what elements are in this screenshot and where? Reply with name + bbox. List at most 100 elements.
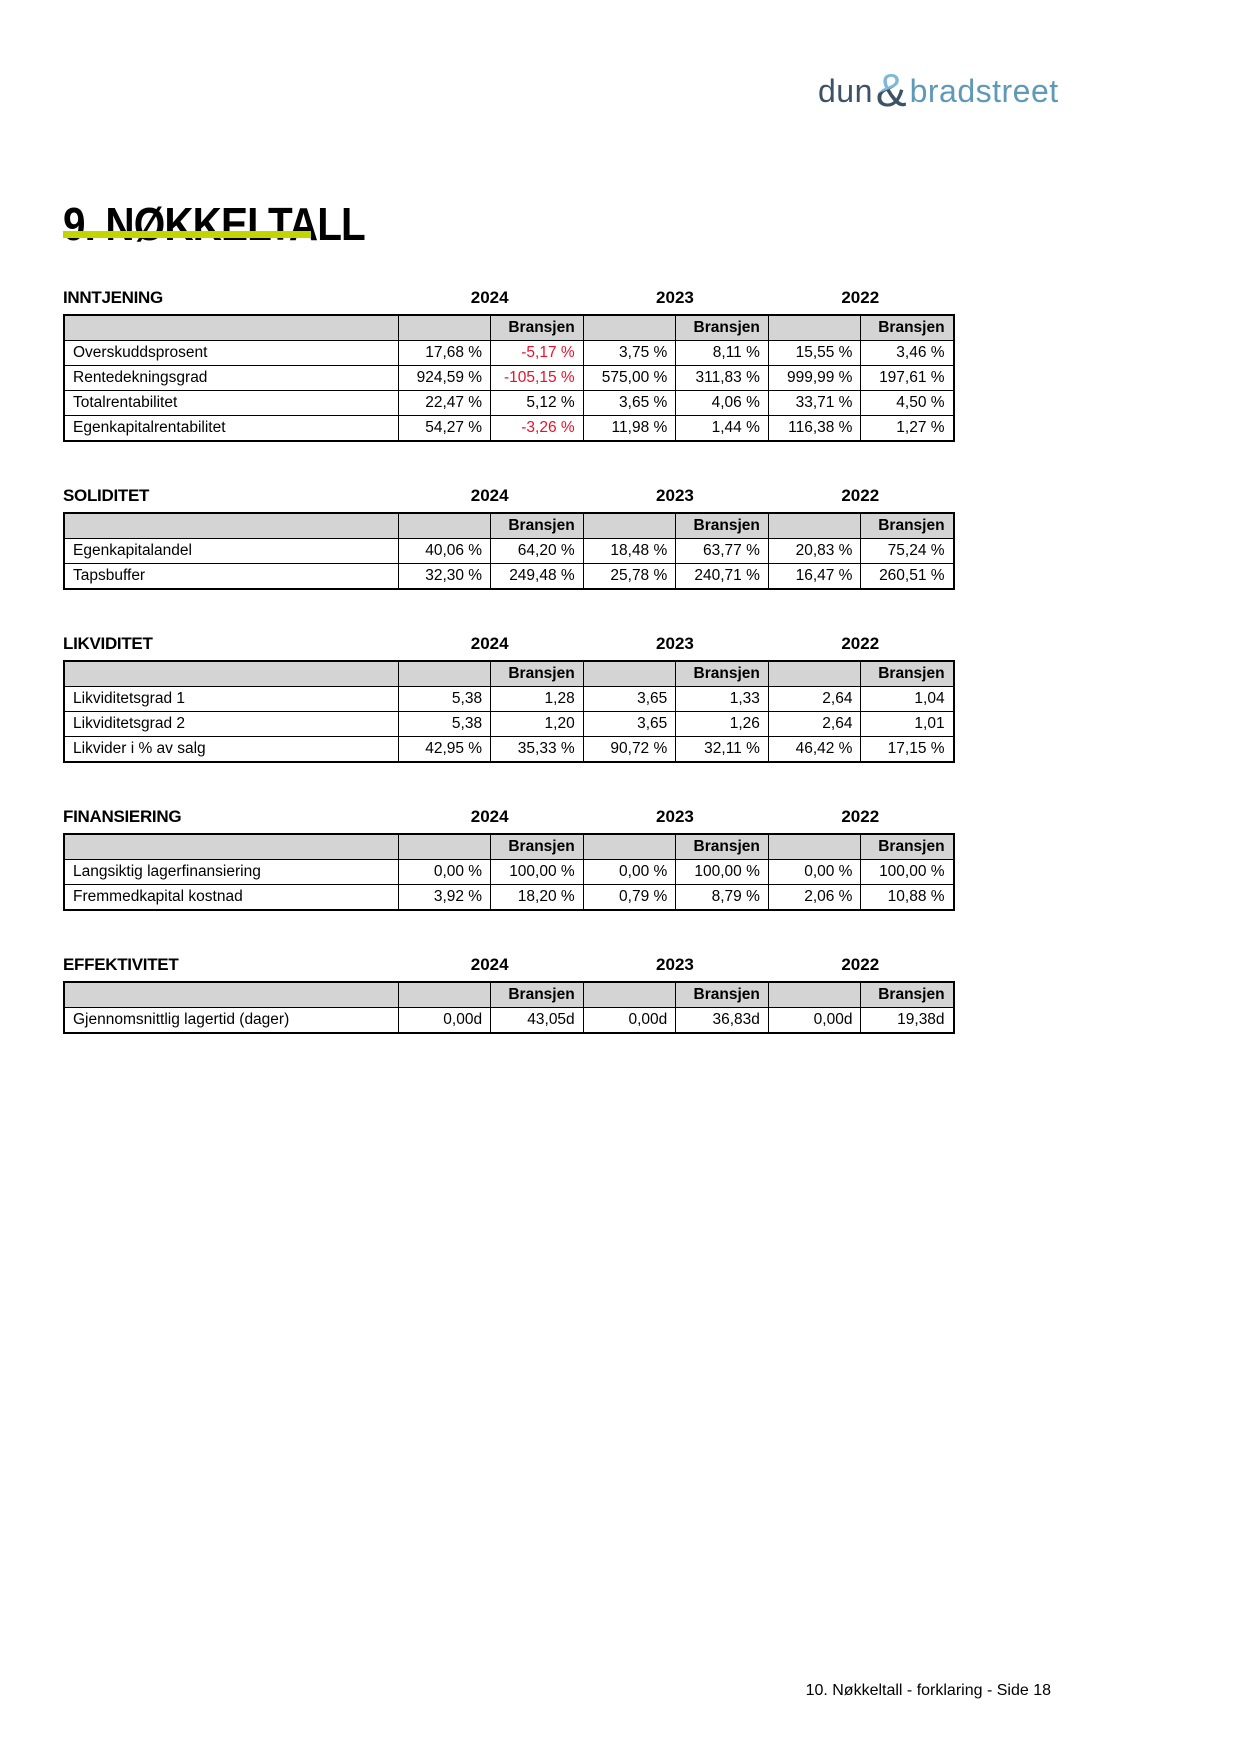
- table-row: Likviditetsgrad 2 5,38 1,20 3,65 1,26 2,64 1,0…: [63, 711, 955, 737]
- value-cell: 1,33: [675, 686, 769, 712]
- bransjen-header-cell: Bransjen: [490, 833, 584, 860]
- value-cell: -5,17 %: [490, 340, 584, 366]
- value-cell: 2,64: [767, 711, 862, 737]
- logo-text-bradstreet: bradstreet: [909, 72, 1059, 109]
- row-label-cell: Rentedekningsgrad: [63, 365, 399, 391]
- year-header: 2023: [656, 807, 694, 826]
- table-row: Gjennomsnittlig lagertid (dager) 0,00d 43,…: [63, 1007, 955, 1034]
- section-header-row: SOLIDITET 2024 2023 2022: [63, 486, 953, 506]
- row-label-cell: Gjennomsnittlig lagertid (dager): [63, 1007, 399, 1034]
- value-cell: 575,00 %: [582, 365, 677, 391]
- row-label-cell: Likviditetsgrad 2: [63, 711, 399, 737]
- section-title: FINANSIERING: [63, 807, 182, 826]
- header-label-cell: [63, 512, 399, 539]
- section-title: LIKVIDITET: [63, 634, 153, 653]
- section-title: SOLIDITET: [63, 486, 150, 505]
- value-cell: 1,27 %: [860, 415, 955, 442]
- table-row: Egenkapitalandel 40,06 % 64,20 % 18,48 % 63,…: [63, 538, 955, 564]
- year-header: 2023: [656, 634, 694, 653]
- value-cell: 260,51 %: [860, 563, 955, 590]
- header-value-cell: [767, 660, 862, 687]
- value-cell: 249,48 %: [490, 563, 584, 590]
- report-section: EFFEKTIVITET 2024 2023 2022 Bransjen Bransjen…: [63, 955, 955, 1034]
- header-value-cell: [767, 981, 862, 1008]
- year-header: 2024: [470, 955, 509, 974]
- table-row: Fremmedkapital kostnad 3,92 % 18,20 % 0,79 …: [63, 884, 955, 911]
- bransjen-header-cell: Bransjen: [860, 833, 955, 860]
- header-label-cell: [63, 981, 399, 1008]
- value-cell: 17,68 %: [397, 340, 492, 366]
- value-cell: 75,24 %: [860, 538, 955, 564]
- value-cell: 8,11 %: [675, 340, 769, 366]
- value-cell: 197,61 %: [860, 365, 955, 391]
- value-cell: 0,00d: [397, 1007, 492, 1034]
- value-cell: 100,00 %: [675, 859, 769, 885]
- year-header: 2022: [841, 288, 880, 307]
- value-cell: 18,48 %: [582, 538, 677, 564]
- bransjen-header-cell: Bransjen: [490, 981, 584, 1008]
- value-cell: 0,00 %: [397, 859, 492, 885]
- year-header: 2022: [841, 807, 880, 826]
- value-cell: 0,00d: [767, 1007, 862, 1034]
- section-title: EFFEKTIVITET: [63, 955, 179, 974]
- value-cell: 33,71 %: [767, 390, 862, 416]
- value-cell: 64,20 %: [490, 538, 584, 564]
- section-header-row: INNTJENING 2024 2023 2022: [63, 288, 953, 308]
- bransjen-header-cell: Bransjen: [490, 512, 584, 539]
- footer-page-reference: 10. Nøkkeltall - forklaring - Side 18: [805, 1682, 1051, 1699]
- table-row: Likvider i % av salg 42,95 % 35,33 % 90,72 …: [63, 736, 955, 763]
- value-cell: 116,38 %: [767, 415, 862, 442]
- value-cell: 1,26: [675, 711, 769, 737]
- bransjen-header-cell: Bransjen: [490, 660, 584, 687]
- report-section: FINANSIERING 2024 2023 2022 Bransjen Bransjen…: [63, 807, 955, 911]
- value-cell: 5,12 %: [490, 390, 584, 416]
- value-cell: -3,26 %: [490, 415, 584, 442]
- header-value-cell: [582, 833, 677, 860]
- bransjen-header-cell: Bransjen: [860, 660, 955, 687]
- value-cell: 3,46 %: [860, 340, 955, 366]
- section-title: INNTJENING: [63, 288, 163, 307]
- value-cell: 3,92 %: [397, 884, 492, 911]
- year-header: 2022: [841, 634, 880, 653]
- accent-underline: [63, 231, 311, 238]
- table-row: Tapsbuffer 32,30 % 249,48 % 25,78 % 240,71 %…: [63, 563, 955, 590]
- value-cell: 100,00 %: [490, 859, 584, 885]
- row-label-cell: Totalrentabilitet: [63, 390, 399, 416]
- year-header: 2023: [656, 288, 694, 307]
- year-header: 2024: [470, 634, 509, 653]
- header-value-cell: [767, 833, 862, 860]
- value-cell: -105,15 %: [490, 365, 584, 391]
- value-cell: 1,44 %: [675, 415, 769, 442]
- report-section: INNTJENING 2024 2023 2022 Bransjen Bransjen Br…: [63, 288, 955, 442]
- header-value-cell: [582, 660, 677, 687]
- bransjen-header-cell: Bransjen: [860, 981, 955, 1008]
- value-cell: 20,83 %: [767, 538, 862, 564]
- value-cell: 42,95 %: [397, 736, 492, 763]
- value-cell: 63,77 %: [675, 538, 769, 564]
- value-cell: 2,64: [767, 686, 862, 712]
- value-cell: 0,00 %: [582, 859, 677, 885]
- value-cell: 0,79 %: [582, 884, 677, 911]
- value-cell: 11,98 %: [582, 415, 677, 442]
- value-cell: 15,55 %: [767, 340, 862, 366]
- value-cell: 10,88 %: [860, 884, 955, 911]
- header-value-cell: [397, 314, 492, 341]
- key-figures-table: Bransjen Bransjen Bransjen Gjennomsnittlig …: [63, 981, 955, 1034]
- header-value-cell: [397, 512, 492, 539]
- table-row: Likviditetsgrad 1 5,38 1,28 3,65 1,33 2,64 1,0…: [63, 686, 955, 712]
- bransjen-header-cell: Bransjen: [490, 314, 584, 341]
- section-header-row: LIKVIDITET 2024 2023 2022: [63, 634, 953, 654]
- value-cell: 22,47 %: [397, 390, 492, 416]
- value-cell: 54,27 %: [397, 415, 492, 442]
- header-label-cell: [63, 833, 399, 860]
- value-cell: 1,01: [860, 711, 955, 737]
- row-label-cell: Tapsbuffer: [63, 563, 399, 590]
- bransjen-header-cell: Bransjen: [675, 981, 769, 1008]
- page-title: 9. NØKKELTALL: [63, 197, 366, 250]
- value-cell: 35,33 %: [490, 736, 584, 763]
- table-row: Egenkapitalrentabilitet 54,27 % -3,26 % 11,…: [63, 415, 955, 442]
- value-cell: 5,38: [397, 686, 492, 712]
- row-label-cell: Egenkapitalrentabilitet: [63, 415, 399, 442]
- header-value-cell: [397, 660, 492, 687]
- key-figures-table: Bransjen Bransjen Bransjen Langsiktig lager…: [63, 833, 955, 911]
